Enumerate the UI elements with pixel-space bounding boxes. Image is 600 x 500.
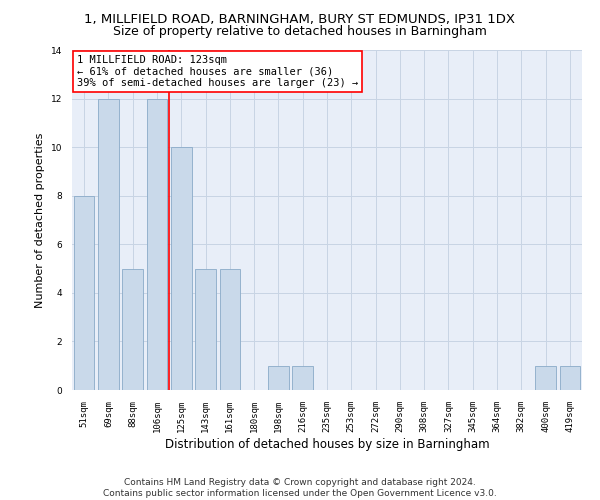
Bar	[220, 268, 240, 390]
Text: Contains HM Land Registry data © Crown copyright and database right 2024.
Contai: Contains HM Land Registry data © Crown c…	[103, 478, 497, 498]
Bar	[171, 147, 191, 390]
Text: Size of property relative to detached houses in Barningham: Size of property relative to detached ho…	[113, 25, 487, 38]
Bar	[98, 98, 119, 390]
Text: 1, MILLFIELD ROAD, BARNINGHAM, BURY ST EDMUNDS, IP31 1DX: 1, MILLFIELD ROAD, BARNINGHAM, BURY ST E…	[85, 12, 515, 26]
Bar	[195, 268, 216, 390]
X-axis label: Distribution of detached houses by size in Barningham: Distribution of detached houses by size …	[164, 438, 490, 450]
Text: 1 MILLFIELD ROAD: 123sqm
← 61% of detached houses are smaller (36)
39% of semi-d: 1 MILLFIELD ROAD: 123sqm ← 61% of detach…	[77, 55, 358, 88]
Bar	[122, 268, 143, 390]
Bar	[74, 196, 94, 390]
Bar	[535, 366, 556, 390]
Bar	[268, 366, 289, 390]
Bar	[146, 98, 167, 390]
Y-axis label: Number of detached properties: Number of detached properties	[35, 132, 45, 308]
Bar	[292, 366, 313, 390]
Bar	[560, 366, 580, 390]
